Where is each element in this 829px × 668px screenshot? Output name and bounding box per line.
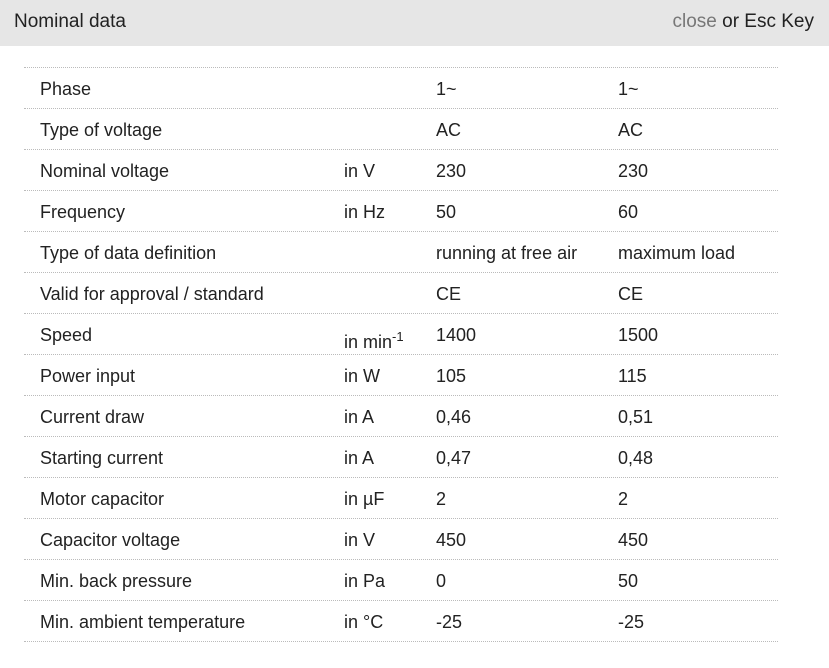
table-row: Type of data definition running at free a… — [24, 232, 778, 273]
row-unit: in V — [344, 161, 375, 182]
row-label: Min. back pressure — [40, 571, 193, 591]
table-row: Power input in W 105 115 — [24, 355, 778, 396]
row-value: -25 — [618, 612, 645, 632]
row-value: running at free air — [436, 243, 578, 263]
row-label: Nominal voltage — [40, 161, 170, 181]
row-label: Current draw — [40, 407, 145, 427]
row-label: Starting current — [40, 448, 164, 468]
unit-text: in µF — [344, 489, 385, 509]
row-value: CE — [436, 284, 462, 304]
row-value: 1400 — [436, 325, 477, 345]
row-value: 450 — [618, 530, 649, 550]
row-label: Type of data definition — [40, 243, 217, 263]
table-row: Phase 1~ 1~ — [24, 68, 778, 109]
row-value: 0 — [436, 571, 447, 591]
row-unit: in °C — [344, 612, 383, 633]
row-value: 230 — [436, 161, 467, 181]
table-row: Capacitor voltage in V 450 450 — [24, 519, 778, 560]
row-unit: in W — [344, 366, 380, 387]
data-table: Phase 1~ 1~ Type of voltage AC AC Nominal volt… — [24, 67, 778, 642]
table-row: Min. back pressure in Pa 0 50 — [24, 560, 778, 601]
row-value: 0,51 — [618, 407, 654, 427]
row-unit: in µF — [344, 489, 384, 510]
row-value: 50 — [436, 202, 457, 222]
row-label: Power input — [40, 366, 136, 386]
row-value: 1~ — [618, 79, 639, 99]
row-label: Capacitor voltage — [40, 530, 181, 550]
row-label: Speed — [40, 325, 93, 345]
row-value: CE — [618, 284, 644, 304]
unit-text: in min — [344, 332, 393, 352]
row-unit: in V — [344, 530, 375, 551]
table-row: Speed in min-1 1400 1500 — [24, 314, 778, 355]
table-row: Motor capacitor in µF 2 2 — [24, 478, 778, 519]
row-unit: in A — [344, 448, 374, 469]
table-row: Type of voltage AC AC — [24, 109, 778, 150]
row-value: 60 — [618, 202, 639, 222]
unit-text: in W — [344, 366, 380, 386]
row-value: -25 — [436, 612, 463, 632]
unit-text: in A — [344, 407, 375, 427]
row-unit: in Pa — [344, 571, 385, 592]
close-area: close or Esc Key — [672, 11, 814, 33]
row-value: 0,47 — [436, 448, 472, 468]
row-value: AC — [436, 120, 462, 140]
row-value: 2 — [618, 489, 629, 509]
unit-text: in V — [344, 530, 376, 550]
row-unit: in A — [344, 407, 374, 428]
row-value: 50 — [618, 571, 639, 591]
row-value: 0,46 — [436, 407, 472, 427]
table-row: Starting current in A 0,47 0,48 — [24, 437, 778, 478]
table-row: Min. ambient temperature in °C -25 -25 — [24, 601, 778, 642]
row-value: 0,48 — [618, 448, 654, 468]
row-value: 450 — [436, 530, 467, 550]
close-hint: or Esc Key — [722, 11, 814, 32]
row-value: 1~ — [436, 79, 457, 99]
row-label: Type of voltage — [40, 120, 163, 140]
row-value: 2 — [436, 489, 447, 509]
table-row: Frequency in Hz 50 60 — [24, 191, 778, 232]
row-value: 115 — [618, 366, 647, 386]
unit-text: in °C — [344, 612, 384, 632]
unit-text: in Hz — [344, 202, 386, 222]
row-label: Motor capacitor — [40, 489, 165, 509]
row-label: Min. ambient temperature — [40, 612, 246, 632]
row-label: Frequency — [40, 202, 126, 222]
unit-text: in Pa — [344, 571, 386, 591]
unit-superscript: -1 — [392, 329, 404, 344]
row-label: Phase — [40, 79, 92, 99]
table-row: Current draw in A 0,46 0,51 — [24, 396, 778, 437]
row-value: 230 — [618, 161, 649, 181]
row-unit: in min-1 — [344, 329, 404, 353]
row-label: Valid for approval / standard — [40, 284, 264, 304]
header-bar: Nominal data close or Esc Key — [0, 0, 829, 46]
table-row: Nominal voltage in V 230 230 — [24, 150, 778, 191]
row-unit: in Hz — [344, 202, 385, 223]
row-value: 105 — [436, 366, 467, 386]
unit-text: in A — [344, 448, 375, 468]
row-value: AC — [618, 120, 644, 140]
row-value: 1500 — [618, 325, 659, 345]
row-value: maximum load — [618, 243, 736, 263]
close-link[interactable]: close — [672, 11, 717, 32]
table-row: Valid for approval / standard CE CE — [24, 273, 778, 314]
dialog-title: Nominal data — [14, 11, 126, 32]
unit-text: in V — [344, 161, 376, 181]
